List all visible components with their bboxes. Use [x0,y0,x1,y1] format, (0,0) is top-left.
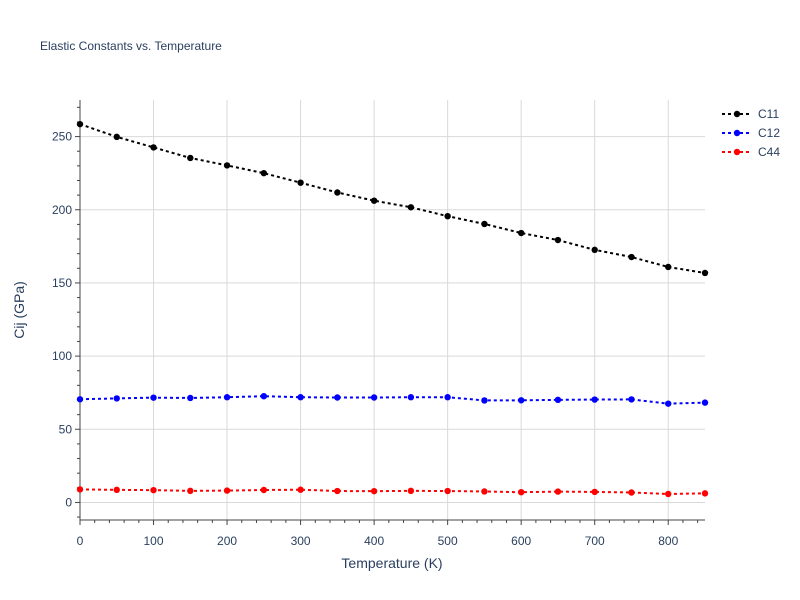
legend-item-c11[interactable]: C11 [722,107,779,121]
data-point-c11[interactable] [481,220,488,228]
data-point-c44[interactable] [113,486,120,494]
x-axis-title: Temperature (K) [341,555,442,571]
data-point-c11[interactable] [628,253,635,261]
data-point-c12[interactable] [517,397,525,404]
data-point-c44[interactable] [407,487,415,495]
legend-marker-c12 [733,129,741,137]
data-point-c11[interactable] [297,179,304,186]
data-point-c11[interactable] [187,154,194,162]
chart-title: Elastic Constants vs. Temperature [40,39,222,53]
y-tick-label: 50 [59,422,73,436]
data-point-c12[interactable] [260,392,268,400]
data-point-c11[interactable] [223,162,231,169]
data-point-c11[interactable] [407,204,415,211]
data-point-c12[interactable] [444,394,451,401]
data-point-c12[interactable] [76,396,84,403]
series-line-c44 [79,488,706,495]
data-point-c44[interactable] [260,486,268,494]
data-point-c12[interactable] [554,396,562,404]
y-axis-title: Cij (GPa) [11,281,27,339]
series-c44 [76,486,709,498]
series-line-c12 [79,395,706,405]
data-point-c12[interactable] [113,395,120,402]
data-point-c11[interactable] [444,212,451,220]
data-point-c44[interactable] [150,486,157,494]
data-point-c11[interactable] [76,120,84,128]
data-point-c11[interactable] [370,197,378,204]
x-tick-label: 800 [658,534,678,548]
data-point-c12[interactable] [187,394,194,402]
data-point-c44[interactable] [628,489,635,496]
y-tick-label: 200 [52,203,72,217]
y-tick-label: 250 [52,130,72,144]
x-tick-label: 700 [585,534,605,548]
data-point-c44[interactable] [297,486,304,493]
y-tick-label: 150 [52,276,72,290]
data-point-c12[interactable] [665,400,672,407]
legend-item-c44[interactable]: C44 [722,145,780,159]
legend-label-c11: C11 [758,107,779,121]
data-point-c44[interactable] [444,487,451,495]
data-point-c44[interactable] [701,490,709,497]
data-point-c12[interactable] [370,394,378,401]
series-c11 [76,120,709,277]
data-point-c11[interactable] [554,236,562,244]
data-point-c12[interactable] [701,399,709,406]
data-point-c44[interactable] [517,488,525,496]
x-tick-label: 600 [511,534,531,548]
x-tick-label: 300 [291,534,311,548]
data-point-c12[interactable] [407,394,415,401]
data-point-c12[interactable] [334,394,341,401]
data-point-c11[interactable] [665,263,672,271]
data-point-c12[interactable] [223,394,231,401]
data-point-c12[interactable] [591,396,598,403]
data-point-c11[interactable] [517,229,525,237]
data-point-c11[interactable] [701,269,709,277]
y-tick-label: 0 [65,495,72,509]
x-tick-label: 500 [438,534,458,548]
data-point-c44[interactable] [554,488,562,495]
data-point-c44[interactable] [370,487,378,495]
data-point-c44[interactable] [665,490,672,498]
data-point-c44[interactable] [591,488,598,496]
data-point-c11[interactable] [260,169,268,177]
x-tick-label: 0 [77,534,84,548]
data-point-c44[interactable] [76,486,84,493]
series-line-c11 [79,123,706,274]
legend-marker-c44 [733,148,741,156]
x-tick-label: 200 [217,534,237,548]
x-tick-label: 400 [364,534,384,548]
axes: 0 100 200 300 400 500 600 700 800 0 50 100 150 200 250 [52,100,705,548]
data-point-c11[interactable] [150,144,157,151]
legend-item-c12[interactable]: C12 [722,126,780,140]
data-point-c12[interactable] [150,394,157,401]
legend-marker-c11 [733,110,741,118]
data-point-c12[interactable] [628,396,635,403]
y-tick-label: 100 [52,349,72,363]
legend-label-c12: C12 [758,126,780,140]
data-point-c11[interactable] [591,246,598,254]
x-tick-label: 100 [144,534,164,548]
legend[interactable]: C11 C12 C44 [722,107,780,159]
data-point-c12[interactable] [481,397,488,404]
data-point-c44[interactable] [187,487,194,495]
data-point-c44[interactable] [481,488,488,495]
data-point-c44[interactable] [334,487,341,495]
data-point-c44[interactable] [223,487,231,494]
series-c12 [76,392,709,407]
data-point-c11[interactable] [113,133,120,141]
data-point-c11[interactable] [334,189,341,196]
series-layer [76,120,709,498]
legend-label-c44: C44 [758,145,780,159]
data-point-c12[interactable] [297,394,304,401]
grid [79,100,705,520]
